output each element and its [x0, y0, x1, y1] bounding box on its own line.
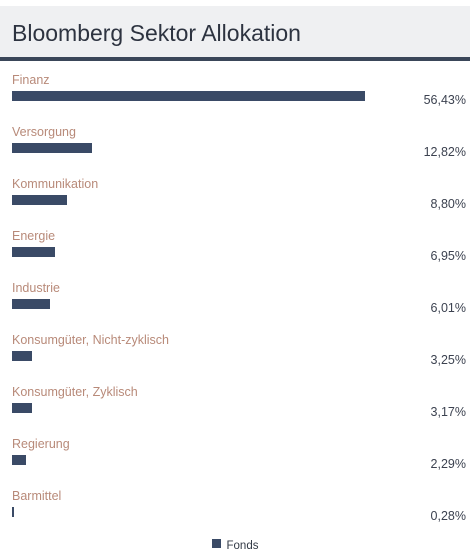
bar-row: Industrie 6,01% [0, 281, 470, 329]
bar-row: Kommunikation 8,80% [0, 177, 470, 225]
category-label: Energie [12, 229, 56, 243]
category-label: Industrie [12, 281, 60, 295]
chart-title: Bloomberg Sektor Allokation [12, 20, 301, 46]
value-label: 3,17% [430, 405, 466, 419]
value-label: 0,28% [430, 509, 466, 523]
category-label: Regierung [12, 437, 70, 451]
chart-legend: Fonds [0, 539, 470, 550]
value-label: 6,95% [430, 249, 466, 263]
bar [12, 91, 365, 101]
bar [12, 507, 14, 517]
bar [12, 403, 32, 413]
value-label: 2,29% [430, 457, 466, 471]
bar [12, 351, 33, 361]
chart-header: Bloomberg Sektor Allokation [0, 6, 470, 61]
bar-row: Finanz 56,43% [0, 73, 470, 121]
value-label: 6,01% [430, 301, 466, 315]
bar [12, 299, 50, 309]
value-label: 56,43% [423, 93, 466, 107]
category-label: Konsumgüter, Nicht-zyklisch [12, 333, 170, 347]
legend-swatch [211, 539, 221, 548]
bar [12, 455, 27, 465]
bar-row: Konsumgüter, Zyklisch 3,17% [0, 385, 470, 433]
bar-row: Regierung 2,29% [0, 437, 470, 485]
value-label: 8,80% [430, 197, 466, 211]
category-label: Konsumgüter, Zyklisch [12, 385, 138, 399]
bar [12, 247, 56, 257]
category-label: Barmittel [12, 489, 62, 503]
bar [12, 143, 93, 153]
category-label: Kommunikation [12, 177, 99, 191]
bar-row: Konsumgüter, Nicht-zyklisch 3,25% [0, 333, 470, 381]
bar-row: Energie 6,95% [0, 229, 470, 277]
bar-row: Barmittel 0,28% [0, 489, 470, 537]
value-label: 3,25% [430, 353, 466, 367]
value-label: 12,82% [423, 145, 466, 159]
bar-row: Versorgung 12,82% [0, 125, 470, 173]
category-label: Finanz [12, 73, 50, 87]
legend-label: Fonds [226, 540, 259, 550]
category-label: Versorgung [12, 125, 76, 139]
bar [12, 195, 68, 205]
